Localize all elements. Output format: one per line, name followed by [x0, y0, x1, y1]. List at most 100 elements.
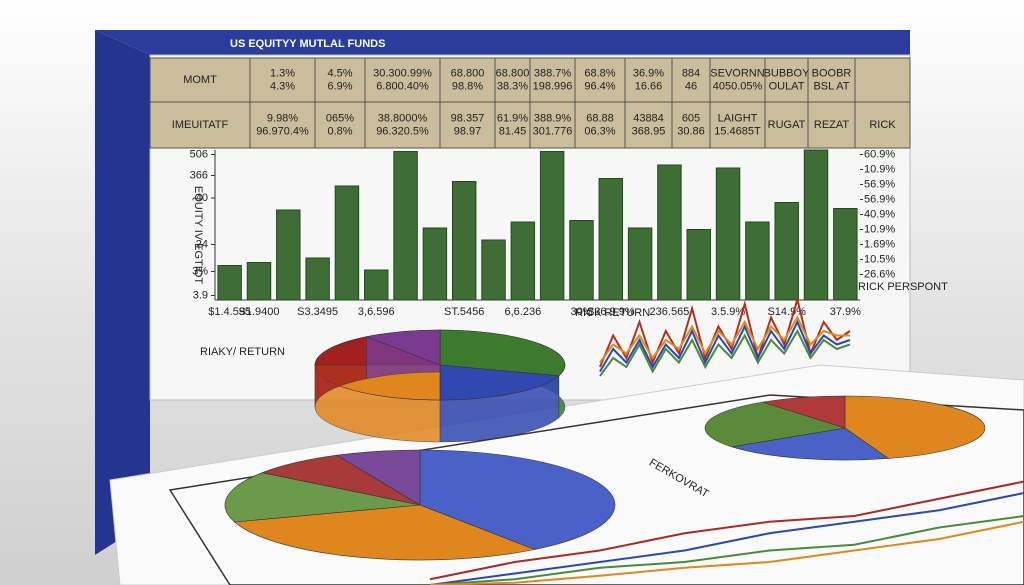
table-cell: BSL AT [813, 80, 849, 92]
x-tick-label: 6,6.236 [504, 306, 541, 318]
table-cell: 96.970.4% [256, 125, 309, 137]
bar [246, 262, 272, 301]
line-series [429, 515, 1024, 585]
line-series [599, 319, 851, 373]
table-cell: 198.996 [533, 80, 573, 92]
y-tick-label: 3% [192, 265, 208, 277]
table-cell: 16.66 [635, 80, 663, 92]
line-series [599, 315, 850, 364]
table-cell: 0.8% [327, 125, 352, 137]
table-cell: 6.800.40% [376, 80, 429, 92]
table-cell: MOMT [183, 74, 217, 86]
x-tick-label: S14.9% [767, 306, 806, 318]
bar [305, 257, 330, 301]
pie-slice [731, 427, 890, 461]
x-tick-label: 30% [570, 306, 592, 318]
table-cell: 884 [682, 67, 700, 79]
pie-slice [261, 454, 421, 506]
table-cell: 30.300.99% [373, 67, 432, 79]
bar [627, 227, 653, 301]
table-cell: 96.4% [584, 80, 615, 92]
table-cell: 46 [685, 80, 697, 92]
table-cell: LAIGHT [718, 112, 758, 124]
bar [715, 167, 741, 301]
line-series [429, 480, 1024, 581]
x-tick-label: S3.3495 [297, 306, 338, 318]
y2-tick-label: 10.9% [864, 223, 895, 235]
bar [276, 209, 301, 301]
charts: 3.9 3% 24 40 366 506 60.9% 10.9% 56.9% 56.9% 40.9%… [190, 148, 1024, 585]
x-tick-label: 236.565 [650, 306, 690, 318]
bar [686, 229, 711, 301]
y2-tick-label: 40.9% [864, 208, 895, 220]
table-cell: RUGAT [768, 119, 806, 131]
pie-slice [844, 395, 986, 459]
bar [833, 208, 858, 301]
side-panel [95, 30, 150, 555]
bar [481, 239, 506, 301]
pie-slice [233, 504, 536, 561]
table-cell: 98.97 [454, 125, 482, 137]
table-cell: 36.9% [633, 67, 664, 79]
x-tick-label: ST.5456 [444, 306, 484, 318]
table-cell: IMEUITATF [172, 119, 229, 131]
y2-tick-label: 26.6% [864, 268, 895, 280]
y2-tick-label: 10.5% [864, 253, 895, 265]
table-cell: 98.8% [452, 80, 483, 92]
table-cell: 15.4685T [714, 125, 761, 137]
bar [745, 221, 770, 301]
bar [774, 202, 799, 301]
y2-tick-label: 1.69% [864, 238, 895, 250]
bar [510, 221, 536, 301]
y2-tick-label: 10.9% [864, 163, 895, 175]
table-cell: 605 [682, 112, 700, 124]
table-cell: REZAT [814, 119, 850, 131]
table-cell: 98.357 [451, 112, 485, 124]
bar [598, 178, 624, 301]
table-cell: 9.98% [267, 112, 298, 124]
bar [422, 227, 448, 301]
pie-slice [336, 449, 421, 506]
table-cell: 6.9% [327, 80, 352, 92]
line-series [599, 328, 851, 377]
y-axis-title: RICK RETURN [575, 307, 650, 319]
table-cell: 61.9% [497, 112, 528, 124]
bar [451, 181, 477, 301]
table-cell: 68.800 [496, 67, 530, 79]
y-axis-title: EQUITY IV EGTIOT [192, 186, 204, 284]
bar [569, 220, 594, 301]
table-cell: 30.86 [677, 125, 705, 137]
table-cell: 4050.05% [713, 80, 763, 92]
title: US EQUITYY MUTLAL FUNDS [230, 38, 385, 50]
table-cell: 1.3% [270, 67, 295, 79]
x-tick-label: 37.9% [830, 306, 861, 318]
table-cell: 368.95 [632, 125, 666, 137]
x-tick-label: S36.9.9% [587, 306, 635, 318]
table-cell: 4.3% [270, 80, 295, 92]
pie-slice [365, 329, 441, 366]
table-cell: 06.3% [584, 125, 615, 137]
x-tick-label: S1.9400 [238, 306, 279, 318]
x-tick-label: 3.5.9% [711, 306, 745, 318]
table-cell: BUBBOY [764, 67, 811, 79]
table-cell: 81.45 [499, 125, 527, 137]
bar [217, 265, 242, 301]
table-cell: OULAT [769, 80, 805, 92]
bar [364, 269, 389, 301]
bar [803, 149, 829, 301]
table-cell: SEVORNN [710, 67, 764, 79]
sheet-frame [168, 394, 1024, 585]
table-cell: 96.320.5% [376, 125, 429, 137]
y2-tick-label: 56.9% [864, 178, 895, 190]
title-bar [95, 30, 910, 55]
bar [334, 185, 360, 301]
bar [393, 151, 418, 301]
table-cell: 388.7% [534, 67, 572, 79]
pie-slice [439, 329, 566, 377]
table-cell: BOOBR [812, 67, 852, 79]
table-cell: 68.800 [451, 67, 485, 79]
table-cell: 301.776 [533, 125, 573, 137]
pie-slice [439, 364, 560, 401]
table-cell: 388.9% [534, 112, 572, 124]
